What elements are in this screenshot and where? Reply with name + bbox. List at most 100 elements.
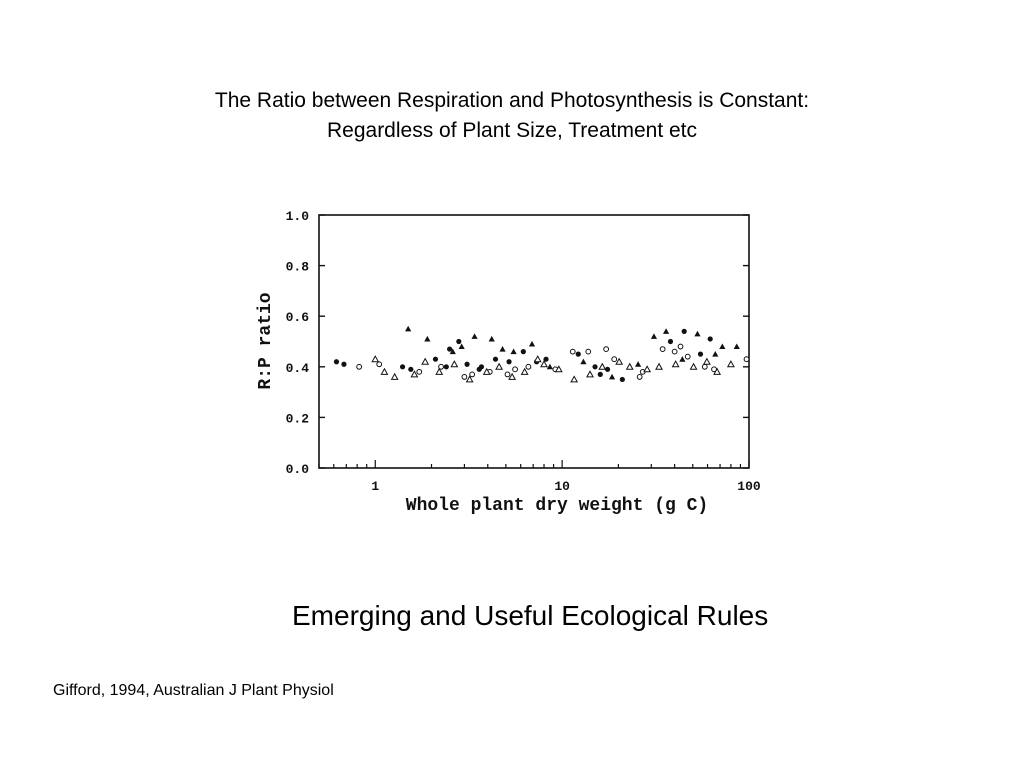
point-filled-triangle-16	[580, 358, 587, 365]
point-open-circle-13	[636, 374, 643, 380]
point-open-triangle-23	[689, 362, 698, 370]
point-open-triangle-6	[450, 360, 459, 368]
y-tick-label-0: 0.0	[286, 462, 310, 477]
point-filled-circle-2	[399, 364, 406, 370]
point-open-circle-22	[512, 366, 518, 373]
point-filled-circle-19	[681, 328, 687, 334]
point-open-triangle-19	[625, 362, 634, 370]
y-tick-label-3: 0.6	[286, 310, 310, 325]
data-points	[333, 325, 750, 383]
point-open-triangle-26	[726, 360, 735, 368]
point-open-triangle-7	[465, 375, 474, 383]
point-filled-triangle-9	[662, 328, 670, 334]
point-open-circle-16	[677, 343, 684, 350]
point-filled-triangle-2	[458, 343, 465, 350]
point-open-circle-2	[416, 368, 423, 375]
point-open-triangle-14	[554, 365, 563, 373]
point-filled-triangle-7	[634, 361, 642, 367]
point-open-circle-14	[659, 346, 666, 352]
point-open-triangle-16	[586, 370, 594, 378]
slide-title: The Ratio between Respiration and Photos…	[0, 86, 1024, 146]
point-open-circle-0	[356, 363, 363, 370]
point-filled-triangle-8	[650, 333, 658, 339]
point-filled-triangle-11	[719, 343, 726, 350]
point-open-triangle-24	[702, 357, 711, 365]
point-filled-circle-0	[333, 359, 340, 365]
point-open-circle-12	[611, 356, 618, 363]
x-tick-label-0: 1	[371, 479, 379, 494]
rp-ratio-scatter-chart: 0.0 0.2 0.4 0.6 0.8 1.0 1 10 100 R:P ratio Whol…	[256, 209, 761, 516]
point-open-triangle-21	[655, 362, 663, 370]
point-filled-circle-13	[543, 356, 549, 362]
citation: Gifford, 1994, Australian J Plant Physio…	[53, 682, 334, 699]
point-filled-triangle-3	[471, 333, 478, 339]
point-open-circle-1	[376, 361, 383, 368]
x-axis-ticks: 1 10 100	[318, 460, 761, 494]
point-filled-triangle-1	[424, 335, 431, 342]
point-open-triangle-2	[390, 372, 399, 380]
point-open-triangle-18	[615, 357, 624, 365]
point-open-triangle-22	[671, 360, 680, 368]
point-open-triangle-5	[435, 367, 444, 375]
x-tick-label-1: 10	[554, 479, 570, 494]
point-open-circle-6	[504, 371, 511, 378]
point-filled-circle-22	[447, 346, 453, 352]
point-filled-triangle-17	[608, 373, 616, 380]
point-filled-triangle-18	[679, 356, 686, 362]
point-filled-circle-6	[456, 338, 462, 345]
point-filled-circle-24	[597, 371, 603, 377]
point-open-circle-21	[461, 374, 468, 380]
point-open-circle-18	[701, 363, 708, 370]
point-filled-triangle-0	[405, 325, 412, 332]
point-open-circle-3	[438, 363, 444, 370]
point-filled-triangle-4	[488, 335, 495, 342]
point-open-triangle-9	[495, 362, 504, 370]
point-open-triangle-17	[598, 362, 607, 370]
point-filled-circle-21	[707, 336, 713, 342]
point-open-triangle-20	[643, 365, 652, 373]
point-filled-triangle-6	[528, 340, 536, 347]
slide-title-line-2: Regardless of Plant Size, Treatment etc	[326, 119, 697, 142]
point-filled-triangle-5	[499, 345, 506, 352]
point-filled-circle-1	[341, 361, 347, 367]
point-open-circle-20	[743, 356, 750, 363]
point-filled-triangle-13	[449, 348, 456, 355]
point-filled-circle-4	[432, 356, 439, 362]
point-filled-circle-15	[592, 364, 598, 370]
y-tick-label-2: 0.4	[286, 361, 310, 376]
point-open-triangle-8	[482, 367, 491, 375]
slide-subtitle: Emerging and Useful Ecological Rules	[292, 600, 769, 631]
point-open-triangle-25	[713, 367, 722, 375]
point-open-triangle-1	[380, 367, 389, 375]
point-filled-triangle-19	[712, 351, 719, 357]
x-tick-label-2: 100	[737, 479, 761, 494]
point-open-circle-10	[585, 348, 592, 355]
plot-frame	[318, 214, 750, 469]
point-filled-circle-20	[697, 351, 704, 357]
point-filled-triangle-15	[546, 363, 553, 370]
point-filled-circle-23	[476, 366, 482, 372]
point-filled-circle-11	[520, 349, 526, 355]
point-open-circle-9	[569, 348, 576, 355]
point-open-circle-4	[469, 371, 476, 378]
point-filled-circle-5	[443, 364, 449, 370]
point-filled-circle-10	[506, 359, 512, 365]
point-open-triangle-15	[570, 375, 579, 383]
point-open-triangle-0	[371, 355, 380, 363]
point-filled-circle-7	[464, 361, 470, 367]
point-filled-circle-16	[604, 366, 611, 372]
y-tick-label-1: 0.2	[286, 411, 310, 426]
point-open-triangle-4	[421, 357, 430, 365]
point-open-circle-15	[671, 348, 678, 355]
x-axis-label: Whole plant dry weight (g C)	[406, 496, 708, 516]
point-filled-triangle-10	[694, 330, 701, 337]
point-open-circle-17	[684, 353, 691, 360]
point-open-triangle-3	[410, 370, 419, 378]
point-filled-circle-18	[667, 338, 674, 345]
point-filled-triangle-14	[510, 348, 517, 355]
point-open-circle-11	[603, 346, 610, 352]
y-axis-ticks: 0.0 0.2 0.4 0.6 0.8 1.0	[286, 209, 749, 477]
point-filled-circle-14	[575, 351, 581, 357]
point-open-triangle-11	[520, 367, 529, 375]
